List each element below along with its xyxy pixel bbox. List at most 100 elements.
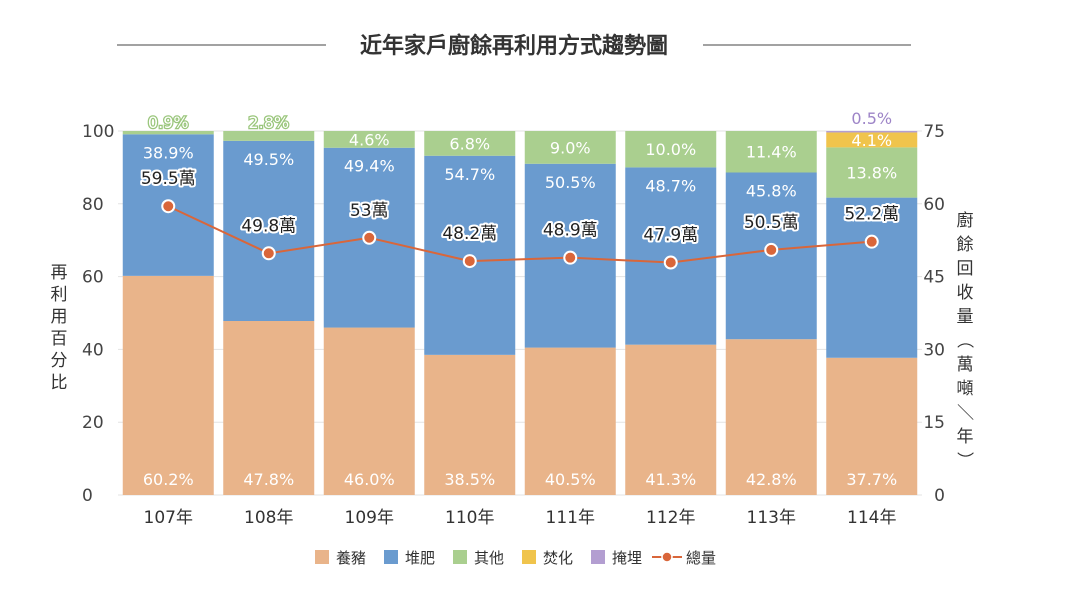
bar-segment bbox=[223, 140, 315, 322]
segment-label: 41.3% bbox=[645, 470, 696, 489]
segment-label: 45.8% bbox=[746, 181, 797, 200]
left-axis-label-char: 比 bbox=[51, 373, 68, 393]
bar-segment bbox=[625, 131, 717, 168]
segment-label: 54.7% bbox=[444, 165, 495, 184]
bar-segment bbox=[524, 347, 616, 495]
category-label: 107年 bbox=[144, 508, 193, 528]
legend-swatch bbox=[453, 550, 467, 564]
bar-segment bbox=[424, 354, 516, 495]
right-axis-label-char: ／ bbox=[954, 404, 974, 421]
left-axis-label-char: 分 bbox=[51, 351, 68, 371]
total-point bbox=[663, 255, 678, 270]
right-tick-label: 60 bbox=[923, 195, 945, 215]
category-label: 112年 bbox=[646, 508, 695, 528]
segment-label: 9.0% bbox=[550, 138, 591, 157]
bar-segment bbox=[625, 344, 717, 495]
legend-label: 堆肥 bbox=[405, 549, 435, 567]
left-tick-label: 60 bbox=[82, 268, 104, 288]
bar-segment bbox=[223, 131, 315, 141]
left-tick-label: 0 bbox=[82, 486, 93, 506]
segment-label: 11.4% bbox=[746, 143, 797, 162]
bar-segment bbox=[826, 131, 918, 133]
category-label: 114年 bbox=[847, 508, 896, 528]
right-axis-label-char: 廚 bbox=[957, 210, 974, 231]
category-label: 111年 bbox=[546, 508, 595, 528]
bar-segment bbox=[826, 197, 918, 358]
legend-swatch bbox=[384, 550, 398, 564]
segment-label: 49.4% bbox=[344, 157, 395, 176]
legend-line-point bbox=[661, 551, 673, 563]
left-axis-label-char: 再 bbox=[51, 263, 68, 283]
category-label: 110年 bbox=[445, 508, 494, 528]
bar-segment bbox=[826, 357, 918, 495]
chart-title: 近年家戶廚餘再利用方式趨勢圖 bbox=[360, 33, 668, 59]
segment-label: 2.8% bbox=[248, 113, 289, 132]
segment-label: 37.7% bbox=[846, 470, 897, 489]
category-label: 108年 bbox=[244, 508, 293, 528]
left-tick-label: 80 bbox=[82, 195, 104, 215]
segment-label: 44.0% bbox=[846, 207, 897, 226]
bar-segment bbox=[524, 131, 616, 164]
segment-label: 6.8% bbox=[449, 134, 490, 153]
legend-label: 掩埋 bbox=[612, 549, 642, 567]
legend-label: 總量 bbox=[686, 549, 716, 567]
segment-label: 13.8% bbox=[846, 163, 897, 182]
total-point bbox=[764, 242, 779, 257]
segment-label: 42.8% bbox=[746, 470, 797, 489]
segment-label: 46.0% bbox=[344, 470, 395, 489]
segment-label: 4.6% bbox=[349, 130, 390, 149]
segment-label: 4.1% bbox=[851, 131, 892, 150]
total-label: 47.9萬 bbox=[643, 226, 698, 246]
total-line-layer: 59.5萬 49.8萬 53萬 48.2萬 48.9萬 47.9萬 50.5萬 52.2萬 bbox=[139, 167, 901, 270]
right-axis-label-char: （ bbox=[954, 332, 974, 349]
right-tick-label: 75 bbox=[923, 122, 945, 142]
segment-label: 47.8% bbox=[243, 470, 294, 489]
right-axis-label-char: ） bbox=[954, 452, 974, 469]
left-tick-label: 40 bbox=[82, 340, 104, 360]
segment-label: 10.0% bbox=[645, 140, 696, 159]
segment-label: 0.5% bbox=[851, 109, 892, 128]
left-axis-label-char: 百 bbox=[51, 329, 68, 349]
right-axis-label-char: 回 bbox=[957, 259, 974, 279]
right-tick-label: 0 bbox=[934, 486, 945, 506]
category-axis: 107年 108年 109年 110年 111年 112年 113年 114年 bbox=[144, 508, 897, 528]
left-axis-ticks: 0 20 40 60 80 100 bbox=[82, 122, 114, 506]
legend-swatch bbox=[591, 550, 605, 564]
segment-label: 38.9% bbox=[143, 143, 194, 162]
bar-segment bbox=[725, 131, 817, 173]
legend-swatch bbox=[522, 550, 536, 564]
total-label: 59.5萬 bbox=[141, 169, 196, 189]
right-axis-label-char: 萬 bbox=[957, 355, 974, 375]
left-tick-label: 100 bbox=[82, 122, 114, 142]
bar-segment bbox=[323, 131, 415, 148]
legend: 養豬 堆肥 其他 焚化 掩埋 總量 bbox=[315, 549, 716, 567]
total-label: 48.2萬 bbox=[442, 224, 497, 244]
total-label: 52.2萬 bbox=[844, 205, 899, 225]
left-tick-label: 20 bbox=[82, 413, 104, 433]
bar-segment bbox=[725, 339, 817, 495]
segment-label: 38.5% bbox=[444, 470, 495, 489]
bar-segment bbox=[122, 131, 214, 135]
right-axis-label-char: 量 bbox=[957, 307, 974, 327]
category-label: 109年 bbox=[345, 508, 394, 528]
bar-segment bbox=[424, 131, 516, 156]
legend-label: 其他 bbox=[474, 549, 504, 567]
total-label: 50.5萬 bbox=[744, 213, 799, 233]
right-axis-label-char: 餘 bbox=[957, 235, 974, 255]
segment-label: 50.5% bbox=[545, 173, 596, 192]
bar-segment bbox=[122, 275, 214, 495]
total-point bbox=[161, 199, 176, 214]
bar-segment bbox=[223, 321, 315, 495]
segment-label: 0.9% bbox=[148, 113, 189, 132]
total-point bbox=[563, 250, 578, 265]
total-label: 53萬 bbox=[350, 201, 389, 221]
total-label: 48.9萬 bbox=[543, 221, 598, 241]
left-axis-label-char: 利 bbox=[51, 285, 68, 305]
segment-labels: 60.2% 38.9% 0.9% 47.8% 49.5% 2.8% 46.0% 49.4% 4.… bbox=[143, 108, 897, 489]
legend-swatch bbox=[315, 550, 329, 564]
legend-label: 焚化 bbox=[543, 549, 573, 567]
right-tick-label: 15 bbox=[923, 413, 945, 433]
